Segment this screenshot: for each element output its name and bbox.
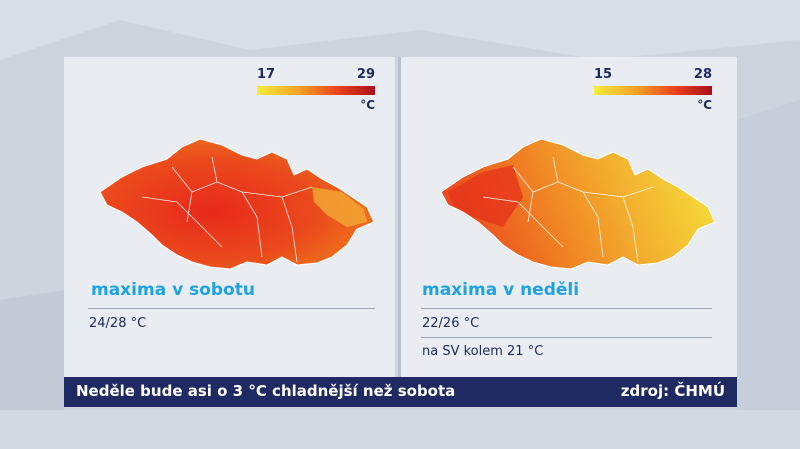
panel-title-sunday: maxima v neděli [422,280,580,300]
divider-line [421,337,712,338]
legend-saturday: 17 29 °C [257,67,375,112]
czech-map-saturday [99,138,375,270]
legend-max: 29 [356,67,375,82]
caption-strip: Neděle bude asi o 3 °C chladnější než so… [64,377,737,407]
note-northeast: na SV kolem 21 °C [422,344,544,359]
legend-min: 17 [257,67,276,82]
sunday-panel: 15 28 °C [401,57,737,377]
czech-map-sunday [440,138,716,270]
legend-max: 28 [693,67,712,82]
source-text: zdroj: ČHMÚ [620,382,725,400]
legend-unit: °C [360,98,375,112]
range-sunday: 22/26 °C [422,316,480,331]
divider-line [88,308,375,309]
legend-min: 15 [594,67,613,82]
legend-sunday: 15 28 °C [594,67,712,112]
legend-unit: °C [697,98,712,112]
panel-title-saturday: maxima v sobotu [91,280,255,300]
panel-separator [398,57,401,377]
legend-color-bar [257,86,375,95]
range-saturday: 24/28 °C [89,316,147,331]
divider-line [421,308,712,309]
legend-color-bar [594,86,712,95]
saturday-panel: 17 29 °C maxima [64,57,395,377]
headline-text: Neděle bude asi o 3 °C chladnější než so… [76,382,456,400]
